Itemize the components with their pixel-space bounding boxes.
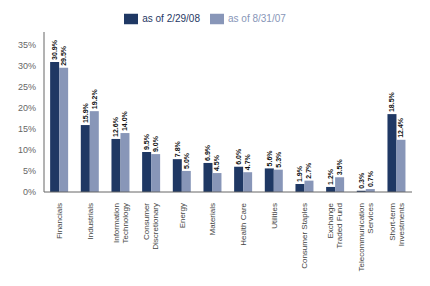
svg-text:15.9%: 15.9%	[82, 102, 89, 123]
svg-text:1.9%: 1.9%	[296, 165, 303, 182]
svg-text:Industrials: Industrials	[86, 203, 95, 239]
svg-text:6.0%: 6.0%	[235, 148, 242, 165]
svg-text:Services: Services	[366, 203, 375, 234]
svg-text:10%: 10%	[18, 145, 36, 155]
svg-text:12.6%: 12.6%	[112, 116, 119, 137]
svg-text:Consumer Staples: Consumer Staples	[300, 203, 309, 269]
svg-text:25%: 25%	[18, 82, 36, 92]
svg-text:1.2%: 1.2%	[327, 168, 334, 185]
svg-text:12.4%: 12.4%	[397, 117, 404, 138]
svg-text:Materials: Materials	[208, 203, 217, 235]
svg-text:9.5%: 9.5%	[143, 133, 150, 150]
svg-text:5.6%: 5.6%	[266, 150, 273, 167]
svg-text:Consumer: Consumer	[142, 203, 151, 240]
svg-text:4.5%: 4.5%	[213, 154, 220, 171]
svg-text:Financials: Financials	[55, 203, 64, 239]
svg-text:Exchange: Exchange	[326, 202, 335, 238]
svg-text:Discretionary: Discretionary	[151, 203, 160, 250]
svg-text:Short-term: Short-term	[388, 203, 397, 241]
svg-text:2.7%: 2.7%	[305, 162, 312, 179]
svg-text:3.5%: 3.5%	[336, 159, 343, 176]
svg-text:7.8%: 7.8%	[174, 140, 181, 157]
svg-text:Information: Information	[112, 203, 121, 243]
html-text:as of 2/29/08: as of 2/29/08	[142, 12, 200, 24]
svg-text:Energy: Energy	[178, 203, 187, 228]
svg-text:30.9%: 30.9%	[51, 39, 58, 60]
svg-text:0.3%: 0.3%	[358, 172, 365, 189]
svg-text:Traded Fund: Traded Fund	[335, 203, 344, 249]
svg-text:9.0%: 9.0%	[152, 135, 159, 152]
svg-text:0.7%: 0.7%	[367, 170, 374, 187]
svg-text:35%: 35%	[18, 40, 36, 50]
svg-text:6.9%: 6.9%	[204, 144, 211, 161]
svg-text:20%: 20%	[18, 103, 36, 113]
svg-text:18.5%: 18.5%	[388, 91, 395, 112]
svg-text:29.5%: 29.5%	[60, 45, 67, 66]
svg-text:5%: 5%	[23, 166, 36, 176]
html-text:as of 8/31/07: as of 8/31/07	[228, 12, 286, 24]
svg-text:15%: 15%	[18, 124, 36, 134]
svg-text:19.2%: 19.2%	[91, 89, 98, 110]
svg-text:30%: 30%	[18, 61, 36, 71]
svg-text:5.3%: 5.3%	[275, 151, 282, 168]
svg-text:Investments: Investments	[397, 203, 406, 246]
svg-text:5.0%: 5.0%	[183, 152, 190, 169]
svg-text:0%: 0%	[23, 187, 36, 197]
svg-text:Health Care: Health Care	[239, 202, 248, 245]
svg-text:Technology: Technology	[121, 203, 130, 243]
svg-text:Utilities: Utilities	[270, 203, 279, 229]
svg-text:Telecommunication: Telecommunication	[357, 203, 366, 271]
svg-text:4.7%: 4.7%	[244, 153, 251, 170]
svg-text:14.0%: 14.0%	[121, 110, 128, 131]
